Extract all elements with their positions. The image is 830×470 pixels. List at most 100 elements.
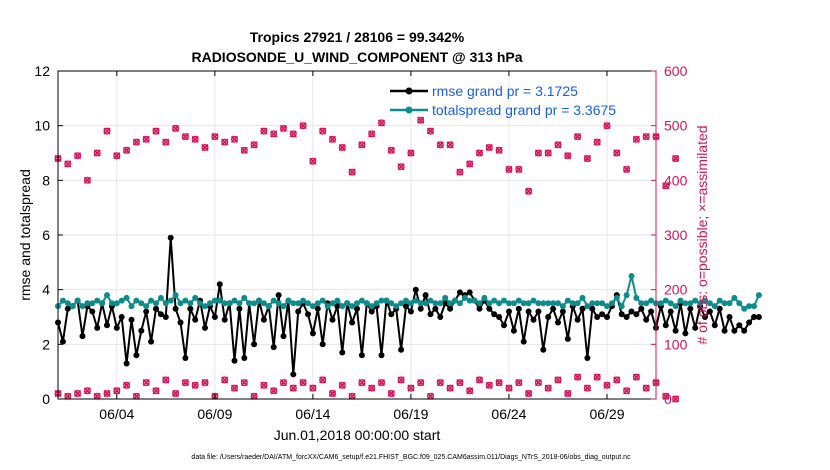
obs-possible-marker bbox=[338, 381, 346, 389]
obs-possible-marker bbox=[309, 157, 317, 165]
rmse-point bbox=[138, 327, 145, 334]
rmse-point bbox=[530, 316, 537, 323]
spread-point bbox=[373, 300, 380, 307]
obs-possible-marker bbox=[172, 390, 180, 398]
spread-point bbox=[755, 292, 762, 299]
obs-possible-marker bbox=[74, 390, 82, 398]
spread-point bbox=[157, 294, 164, 301]
spread-point bbox=[466, 297, 473, 304]
obs-assimilated-marker bbox=[74, 152, 82, 160]
obs-assimilated-marker bbox=[230, 135, 239, 143]
obs-possible-marker bbox=[632, 373, 640, 381]
obs-possible-marker bbox=[554, 376, 562, 384]
rmse-point bbox=[260, 316, 267, 323]
chart-title: Tropics 27921 / 28106 = 99.342% bbox=[250, 29, 465, 45]
obs-possible-marker bbox=[485, 381, 493, 389]
spread-point bbox=[324, 303, 331, 310]
obs-possible-marker bbox=[623, 387, 631, 395]
obs-possible-marker bbox=[191, 135, 199, 143]
spread-point bbox=[711, 303, 718, 310]
obs-possible-marker bbox=[436, 141, 444, 149]
spread-point bbox=[437, 300, 444, 307]
rmse-point bbox=[270, 344, 277, 351]
rmse-point bbox=[251, 341, 258, 348]
obs-possible-marker bbox=[358, 141, 366, 149]
spread-point bbox=[143, 303, 150, 310]
obs-assimilated-marker bbox=[328, 389, 337, 398]
spread-point bbox=[128, 303, 135, 310]
obs-assimilated-marker bbox=[201, 379, 209, 387]
obs-possible-marker bbox=[515, 165, 523, 173]
obs-assimilated-marker bbox=[613, 376, 621, 384]
spread-point bbox=[314, 300, 321, 307]
obs-assimilated-marker bbox=[93, 392, 101, 400]
rmse-point bbox=[148, 338, 155, 345]
obs-possible-marker bbox=[495, 146, 503, 154]
rmse-point bbox=[564, 335, 571, 342]
y-tick-label: 2 bbox=[42, 336, 50, 352]
spread-point bbox=[182, 297, 189, 304]
obs-assimilated-marker bbox=[162, 138, 170, 146]
spread-point bbox=[89, 300, 96, 307]
spread-point bbox=[202, 303, 208, 310]
obs-assimilated-marker bbox=[672, 395, 680, 403]
obs-assimilated-marker bbox=[260, 127, 268, 135]
spread-point bbox=[123, 294, 130, 301]
spread-point bbox=[667, 300, 674, 307]
rmse-point bbox=[716, 305, 723, 312]
obs-possible-marker bbox=[250, 141, 258, 149]
obs-possible-marker bbox=[103, 390, 111, 398]
obs-assimilated-marker bbox=[564, 152, 572, 160]
spread-point bbox=[265, 303, 272, 310]
rmse-point bbox=[221, 316, 228, 323]
obs-assimilated-marker bbox=[221, 138, 229, 146]
rmse-point bbox=[687, 305, 694, 312]
obs-possible-marker bbox=[534, 379, 542, 387]
obs-assimilated-marker bbox=[201, 143, 209, 152]
spread-point bbox=[275, 300, 282, 307]
spread-point bbox=[550, 300, 557, 307]
obs-possible-marker bbox=[534, 149, 542, 157]
obs-possible-marker bbox=[201, 379, 209, 387]
obs-assimilated-marker bbox=[623, 165, 631, 173]
rmse-point bbox=[153, 305, 159, 312]
obs-possible-marker bbox=[583, 154, 591, 162]
rmse-point bbox=[187, 305, 194, 312]
rmse-point bbox=[432, 305, 439, 312]
obs-assimilated-marker bbox=[172, 389, 180, 398]
obs-assimilated-marker bbox=[132, 138, 140, 146]
obs-possible-marker bbox=[181, 379, 189, 387]
obs-assimilated-marker bbox=[466, 387, 474, 395]
spread-point bbox=[697, 300, 704, 307]
spread-point bbox=[604, 303, 610, 310]
x-tick-label: 06/14 bbox=[295, 406, 330, 422]
rmse-point bbox=[545, 314, 552, 320]
spread-point bbox=[594, 300, 601, 307]
obs-assimilated-marker bbox=[603, 381, 611, 389]
spread-point bbox=[432, 300, 439, 307]
rmse-point bbox=[638, 305, 645, 312]
rmse-point bbox=[515, 305, 522, 312]
obs-assimilated-marker bbox=[368, 130, 376, 138]
rmse-point bbox=[398, 346, 405, 353]
spread-point bbox=[104, 292, 110, 299]
rmse-point bbox=[594, 314, 601, 320]
obs-possible-marker bbox=[544, 149, 552, 157]
spread-point bbox=[452, 297, 458, 304]
spread-point bbox=[64, 300, 71, 307]
rmse-point bbox=[456, 289, 463, 296]
obs-possible-marker bbox=[270, 387, 278, 395]
rmse-point bbox=[94, 324, 101, 331]
obs-possible-marker bbox=[554, 141, 562, 149]
rmse-point bbox=[506, 308, 512, 315]
obs-assimilated-marker bbox=[593, 373, 601, 381]
spread-point bbox=[569, 300, 576, 307]
rmse-point bbox=[476, 305, 483, 312]
rmse-point bbox=[309, 330, 316, 337]
rmse-point bbox=[574, 316, 581, 323]
obs-assimilated-marker bbox=[554, 376, 562, 384]
obs-assimilated-marker bbox=[113, 387, 121, 395]
obs-assimilated-marker bbox=[485, 143, 493, 152]
obs-assimilated-marker bbox=[436, 379, 444, 387]
obs-assimilated-marker bbox=[525, 389, 533, 398]
